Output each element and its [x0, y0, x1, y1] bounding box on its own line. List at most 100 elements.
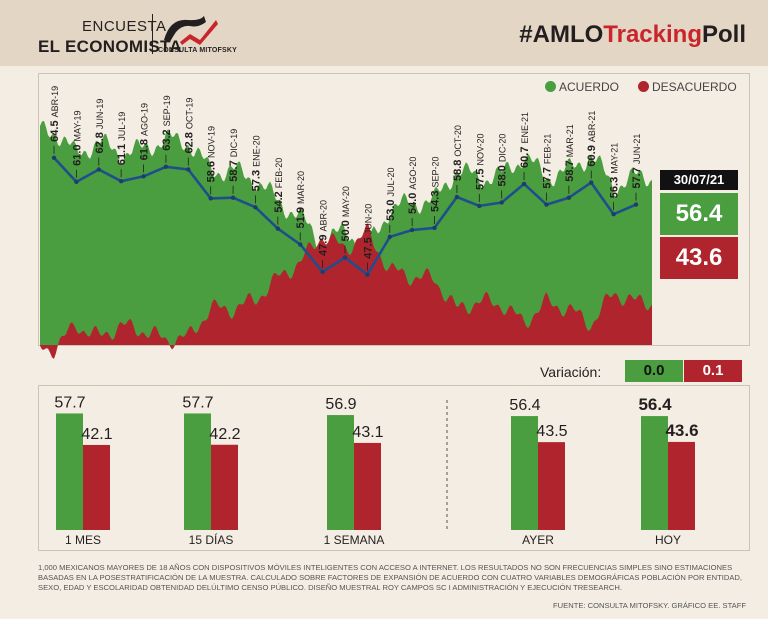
category-label: JUL-19 [117, 112, 127, 141]
data-point [253, 205, 258, 210]
desacuerdo-bar [538, 442, 565, 530]
svg-text:60.7ENE-21: 60.7 ENE-21 [519, 112, 531, 168]
data-point [320, 269, 325, 275]
month-label: 62.8 JUN-19 [94, 99, 106, 154]
value-label: 57.5 [474, 169, 486, 190]
bar-category-label: 1 SEMANA [324, 533, 385, 547]
category-label: ABR-21 [587, 111, 597, 143]
category-label: JUN-19 [95, 99, 105, 130]
desacuerdo-bar-label: 43.5 [536, 423, 567, 440]
desacuerdo-area [40, 223, 652, 359]
category-label: FEB-21 [542, 134, 552, 165]
data-point [141, 174, 146, 179]
value-label: 61.1 [116, 144, 128, 165]
category-label: SEP-20 [431, 156, 441, 187]
data-point [566, 195, 572, 200]
svg-text:58.0DIC-20: 58.0 DIC-20 [497, 134, 509, 187]
svg-text:61.8AGO-19: 61.8 AGO-19 [139, 103, 151, 160]
value-label: 62.8 [94, 132, 106, 153]
tagline-suffix: Poll [701, 21, 746, 48]
data-point [163, 164, 169, 169]
bar-category-label: HOY [655, 533, 681, 547]
category-label: FEB-20 [274, 158, 284, 189]
month-label: 57.7 FEB-21 [541, 134, 553, 189]
legend-desacuerdo-label: DESACUERDO [652, 80, 737, 94]
category-label: JUL-20 [386, 167, 396, 196]
value-label: 47.9 [318, 235, 330, 256]
category-label: MAY-21 [610, 143, 620, 174]
bar-category-label: AYER [522, 533, 554, 547]
svg-text:62.8JUN-19: 62.8 JUN-19 [94, 99, 106, 154]
category-label: DIC-20 [498, 134, 508, 163]
svg-text:58.7DIC-19: 58.7 DIC-19 [228, 129, 240, 182]
variation-acuerdo: 0.0 [625, 360, 683, 382]
acuerdo-bar [184, 413, 211, 530]
data-point [432, 225, 437, 231]
category-label: ENE-21 [520, 112, 530, 144]
acuerdo-bar-label: 56.4 [509, 397, 540, 414]
month-label: 47.9 ABR-20 [318, 200, 330, 256]
category-label: OCT-20 [453, 125, 463, 157]
brand-line1: ENCUESTA [82, 18, 167, 35]
data-point [499, 200, 504, 205]
month-label: 58.0 DIC-20 [497, 134, 509, 187]
desacuerdo-bar [354, 442, 381, 530]
top-chart-frame [38, 73, 750, 346]
value-label: 54.2 [273, 191, 285, 212]
svg-text:61.1JUL-19: 61.1 JUL-19 [116, 112, 128, 165]
svg-text:47.9ABR-20: 47.9 ABR-20 [318, 200, 330, 256]
month-label: 60.9 ABR-21 [586, 111, 598, 167]
month-label: 54.0 AGO-20 [407, 157, 419, 214]
data-point [589, 180, 594, 185]
month-label: 64.5 ABR-19 [49, 86, 61, 142]
value-label: 58.7 [564, 160, 576, 181]
month-label: 62.8 OCT-19 [183, 98, 195, 154]
svg-text:54.3SEP-20: 54.3 SEP-20 [430, 156, 442, 211]
month-label: 58.6 NOV-19 [206, 126, 218, 182]
value-label: 53.0 [385, 199, 397, 220]
data-point [544, 202, 549, 207]
desacuerdo-bar-label: 42.2 [209, 426, 240, 443]
data-point [230, 195, 236, 200]
value-label: 60.9 [586, 145, 598, 166]
svg-text:64.5ABR-19: 64.5 ABR-19 [49, 86, 61, 142]
month-label: 58.7 DIC-19 [228, 129, 240, 182]
svg-text:61.0MAY-19: 61.0 MAY-19 [71, 110, 83, 165]
category-label: DIC-19 [229, 129, 239, 158]
svg-text:58.7MAR-21: 58.7 MAR-21 [564, 124, 576, 181]
current-desacuerdo-value: 43.6 [660, 237, 738, 279]
data-point [454, 194, 460, 200]
acuerdo-bar [56, 413, 83, 530]
desacuerdo-bar [211, 444, 238, 530]
data-point [342, 255, 348, 260]
svg-text:50.0MAY-20: 50.0 MAY-20 [340, 186, 352, 241]
category-label: ENE-20 [251, 135, 261, 167]
acuerdo-bar [511, 416, 538, 530]
value-label: 62.8 [183, 132, 195, 153]
header-bar: ENCUESTA EL ECONOMISTA CONSULTA MITOFSKY… [0, 0, 768, 66]
bar-category-label: 1 MES [65, 533, 101, 547]
tagline-prefix: #AMLO [519, 21, 604, 48]
month-label: 54.3 SEP-20 [430, 156, 442, 211]
variation-label: Variación: [540, 364, 602, 380]
data-point [275, 226, 281, 231]
acuerdo-bar [641, 416, 668, 530]
svg-text:54.2FEB-20: 54.2 FEB-20 [273, 158, 285, 213]
value-label: 58.0 [497, 165, 509, 186]
category-label: AGO-19 [140, 103, 150, 136]
month-label: 58.7 MAR-21 [564, 124, 576, 181]
category-label: MAR-20 [296, 171, 306, 204]
category-label: MAY-20 [341, 186, 351, 217]
month-label: 60.7 ENE-21 [519, 112, 531, 168]
bar-category-label: 15 DÍAS [189, 532, 234, 547]
tagline-highlight: Tracking [603, 21, 702, 48]
hashtag-title: #AMLOTrackingPoll [519, 21, 746, 49]
svg-text:62.8OCT-19: 62.8 OCT-19 [183, 98, 195, 154]
value-label: 58.7 [228, 160, 240, 181]
acuerdo-bar-label: 57.7 [182, 394, 213, 411]
svg-text:58.6NOV-19: 58.6 NOV-19 [206, 126, 218, 182]
month-label: 50.0 MAY-20 [340, 186, 352, 241]
month-label: 47.5 JUN-20 [362, 204, 374, 259]
value-label: 60.7 [519, 147, 531, 168]
value-label: 50.0 [340, 220, 352, 241]
